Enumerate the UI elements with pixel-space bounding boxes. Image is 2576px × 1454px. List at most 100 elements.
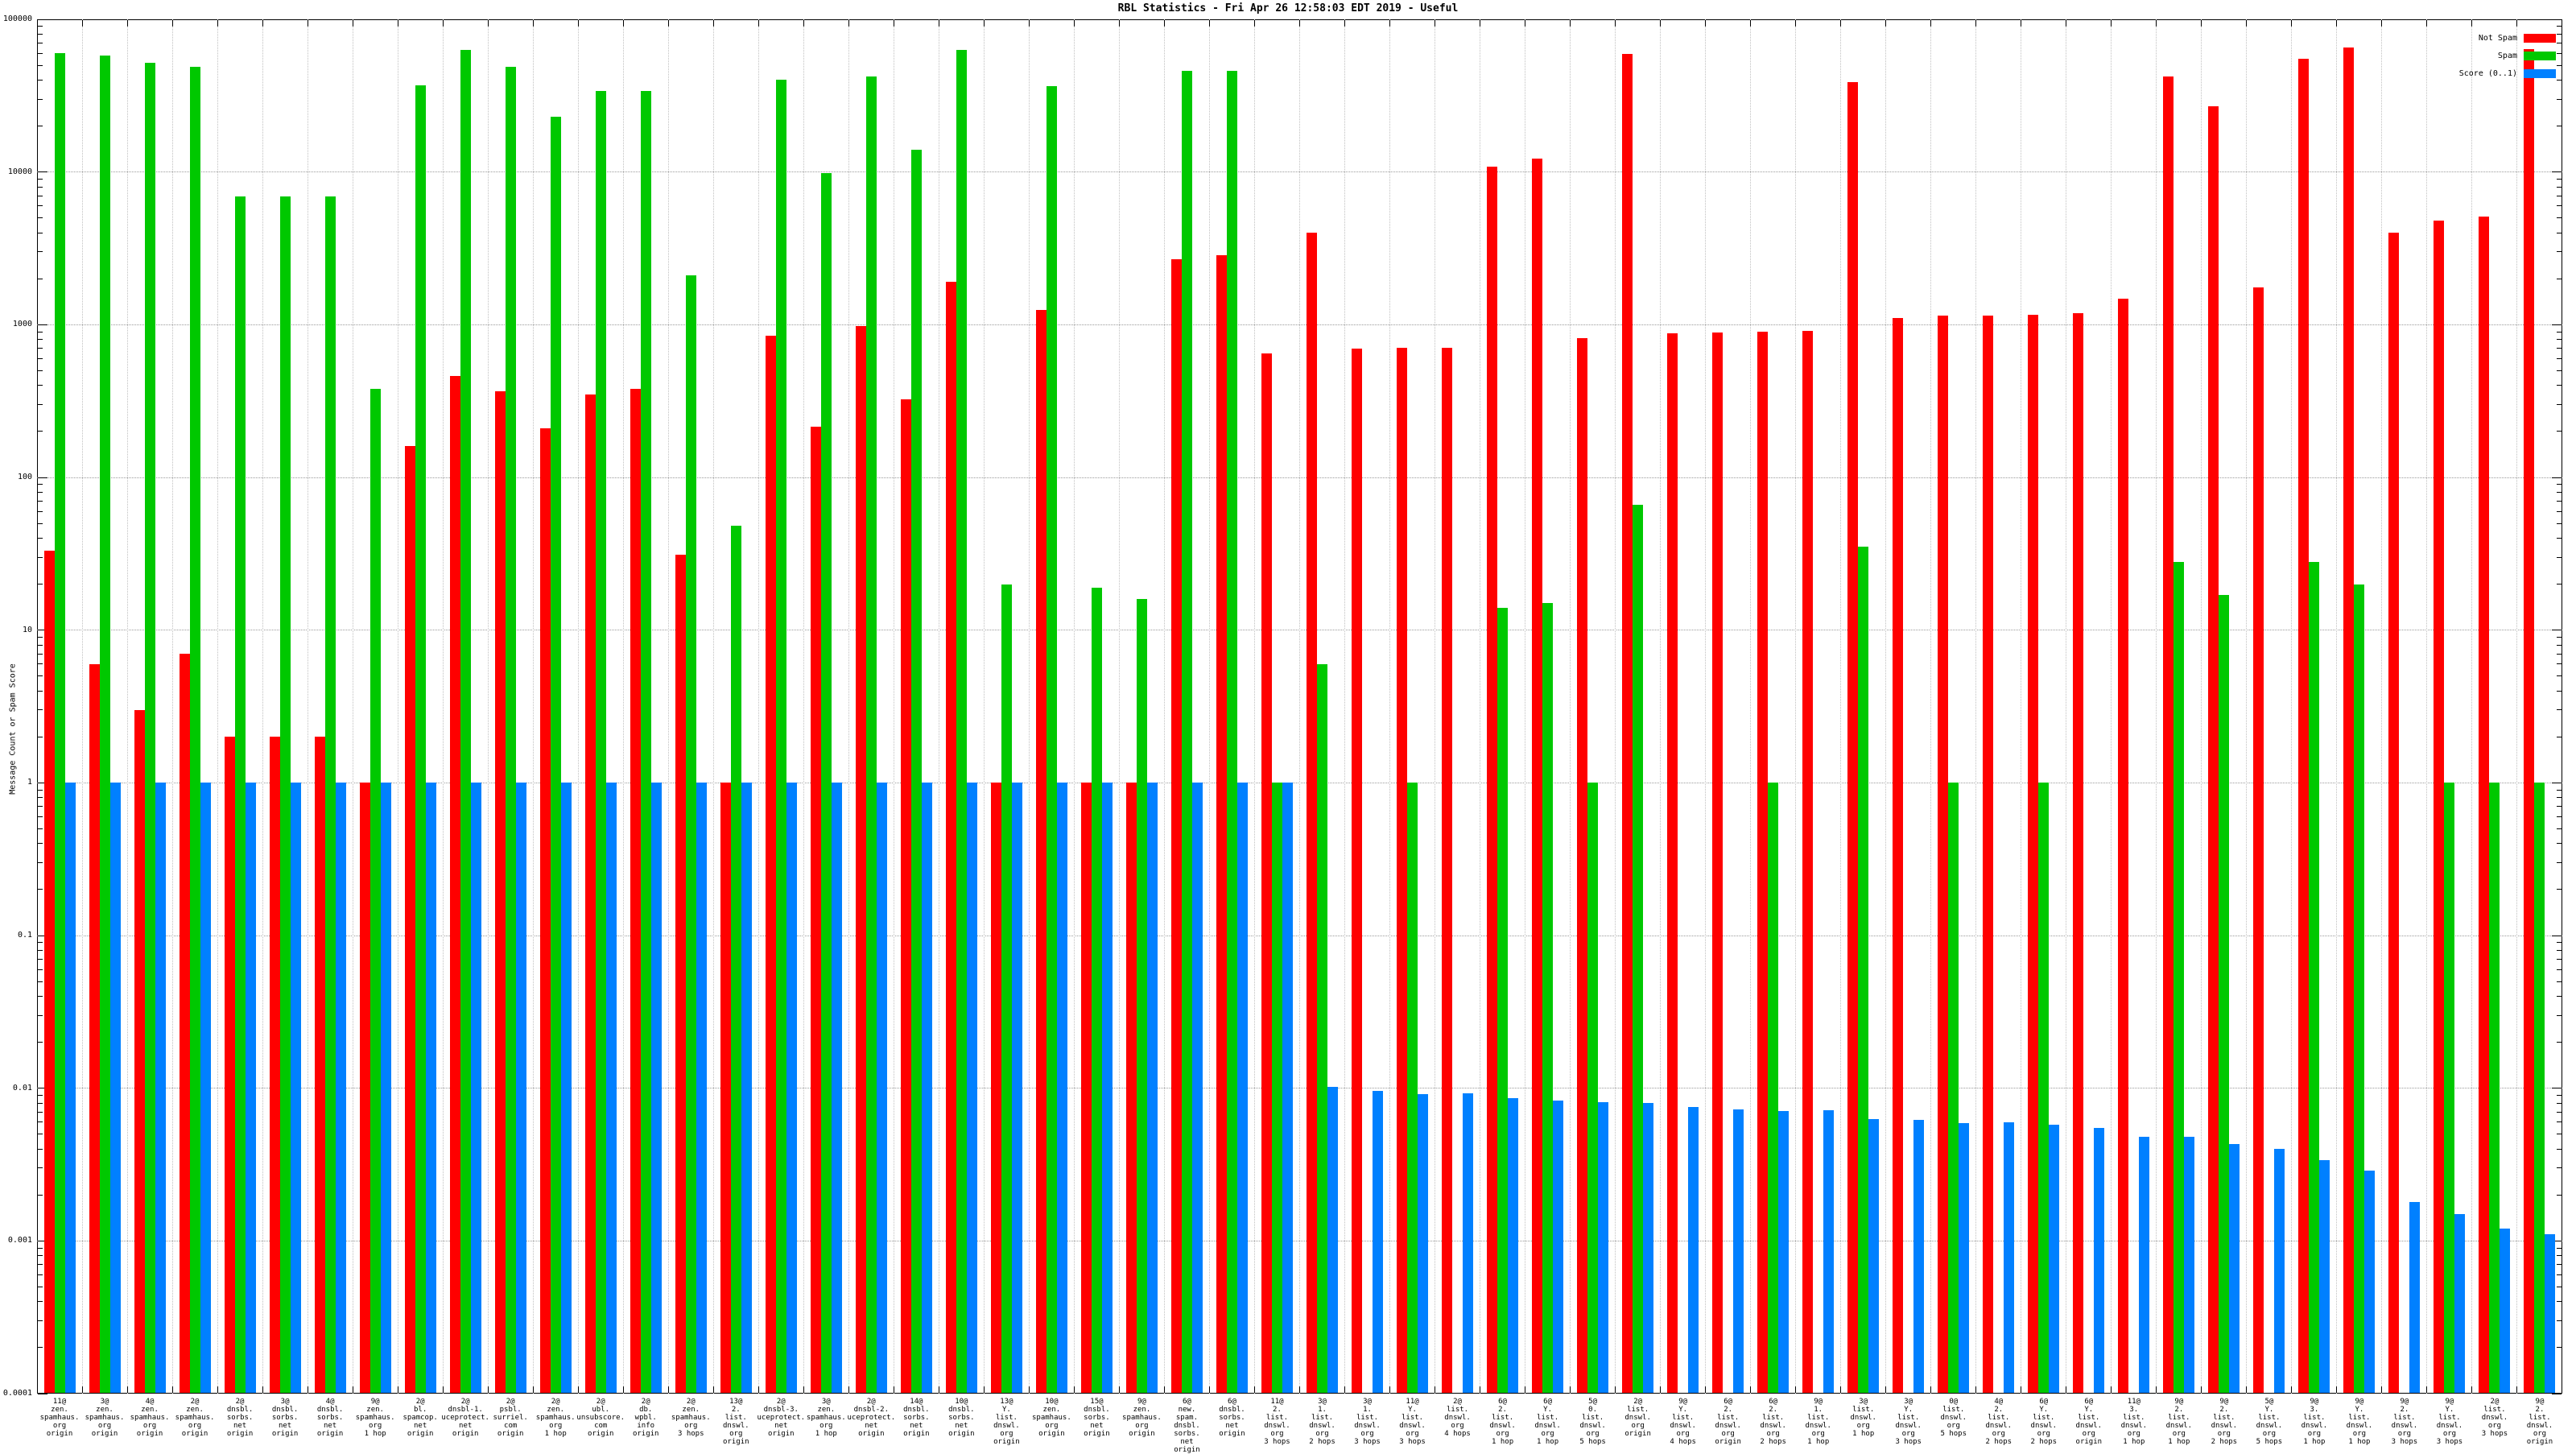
bar-score [2049,1124,2060,1393]
bar-spam [1858,547,1869,1393]
bar-not-spam [630,389,641,1393]
bar-not-spam [2163,76,2174,1393]
gridline-vertical [2516,19,2518,1394]
legend-label-score: Score (0..1) [2458,68,2517,78]
axis-tick-minor [2557,357,2562,359]
axis-tick-minor [2557,404,2562,405]
bar-not-spam [900,399,911,1393]
bar-spam [324,196,336,1393]
legend-label-spam: Spam [2497,51,2517,60]
x-tick-label: 6@ 2. list. dnswl. org origin [1715,1398,1741,1446]
bar-score [1146,783,1158,1393]
axis-tick-minor [2557,1042,2562,1043]
bar-score [200,783,211,1393]
axis-tick-minor [38,523,43,524]
x-boundary-tick-top [1163,20,1165,27]
gridline-vertical [983,19,985,1394]
axis-tick-minor [38,186,43,188]
bar-spam [99,55,110,1393]
x-tick-label: 3@ zen. spamhaus. org origin [85,1398,125,1438]
axis-tick-minor [38,404,43,405]
x-boundary-tick-bottom [1073,1386,1075,1393]
x-tick-label: 9@ zen. spamhaus. org origin [1122,1398,1162,1438]
bar-not-spam [494,391,506,1393]
bar-spam [550,117,561,1393]
x-boundary-tick-top [487,20,489,27]
x-boundary-tick-top [758,20,759,27]
axis-tick-minor [2557,1094,2562,1096]
axis-tick-minor [38,1167,43,1169]
bar-spam [956,50,967,1393]
axis-tick-minor [2557,217,2562,219]
axis-tick-minor [38,491,43,493]
x-boundary-tick-top [1073,20,1075,27]
axis-tick-minor [38,217,43,219]
axis-tick-minor [38,797,43,799]
axis-tick-minor [2557,537,2562,539]
bar-spam [1226,70,1237,1393]
x-tick-label: 11@ Y. list. dnswl. org 3 hops [1399,1398,1426,1446]
x-boundary-tick-top [2246,20,2248,27]
bar-not-spam [945,282,956,1393]
x-boundary-tick-top [848,20,849,27]
x-boundary-tick-bottom [2111,1386,2112,1393]
x-boundary-tick-bottom [1795,1386,1797,1393]
bar-not-spam [990,783,1001,1393]
bar-not-spam [404,446,415,1393]
bar-score [470,783,481,1393]
bar-score [2500,1229,2511,1393]
bar-not-spam [810,426,821,1393]
x-boundary-tick-top [1344,20,1346,27]
gridline-vertical [2246,19,2248,1394]
x-tick-label: 0@ list. dnswl. org 5 hops [1940,1398,1967,1438]
bar-not-spam [449,376,460,1393]
x-boundary-tick-top [532,20,534,27]
x-tick-label: 10@ dnsbl. sorbs. net origin [948,1398,975,1438]
x-boundary-tick-top [81,20,83,27]
axis-tick-minor [2557,1274,2562,1275]
bar-not-spam [2524,48,2535,1393]
bar-not-spam [2208,105,2219,1393]
bar-spam [54,53,65,1393]
bar-not-spam [1487,167,1498,1393]
axis-tick-minor [38,1264,43,1266]
axis-tick-minor [2557,1111,2562,1113]
bar-score [64,783,76,1393]
axis-tick-minor [2557,675,2562,677]
axis-tick-minor [38,806,43,808]
axis-tick-minor [38,178,43,180]
legend-swatch-spam [2524,51,2556,60]
axis-tick-minor [2557,348,2562,349]
axis-tick-minor [2557,556,2562,558]
axis-tick-minor [38,64,43,66]
bar-spam [1542,603,1554,1393]
bar-not-spam [359,783,370,1393]
axis-tick-minor [38,644,43,646]
x-tick-label: 11@ 3. list. dnswl. org 1 hop [2120,1398,2148,1446]
axis-tick-minor [38,205,43,207]
bar-score [2184,1137,2195,1393]
bar-spam [910,149,922,1393]
axis-tick-minor [38,862,43,863]
bar-score [1327,1087,1338,1393]
bar-score [696,783,707,1393]
x-tick-label: 2@ zen. spamhaus. org origin [175,1398,215,1438]
x-tick-label: 2@ zen. spamhaus. org 3 hops [671,1398,711,1438]
bar-score [2454,1213,2466,1393]
axis-tick-minor [2557,1167,2562,1169]
bar-spam [234,196,246,1393]
axis-tick-minor [2557,484,2562,485]
gridline-vertical [487,19,489,1394]
axis-tick-minor [38,709,43,711]
bar-not-spam [2298,59,2310,1393]
x-boundary-tick-top [262,20,263,27]
axis-tick-minor [38,1111,43,1113]
y-tick-label: 100 [17,473,32,481]
axis-tick-minor [38,816,43,817]
bar-spam [279,196,291,1393]
axis-tick-minor [2557,958,2562,960]
bar-score [1778,1110,1790,1393]
bar-not-spam [224,737,235,1393]
bar-not-spam [1622,54,1633,1393]
gridline-vertical [1570,19,1571,1394]
